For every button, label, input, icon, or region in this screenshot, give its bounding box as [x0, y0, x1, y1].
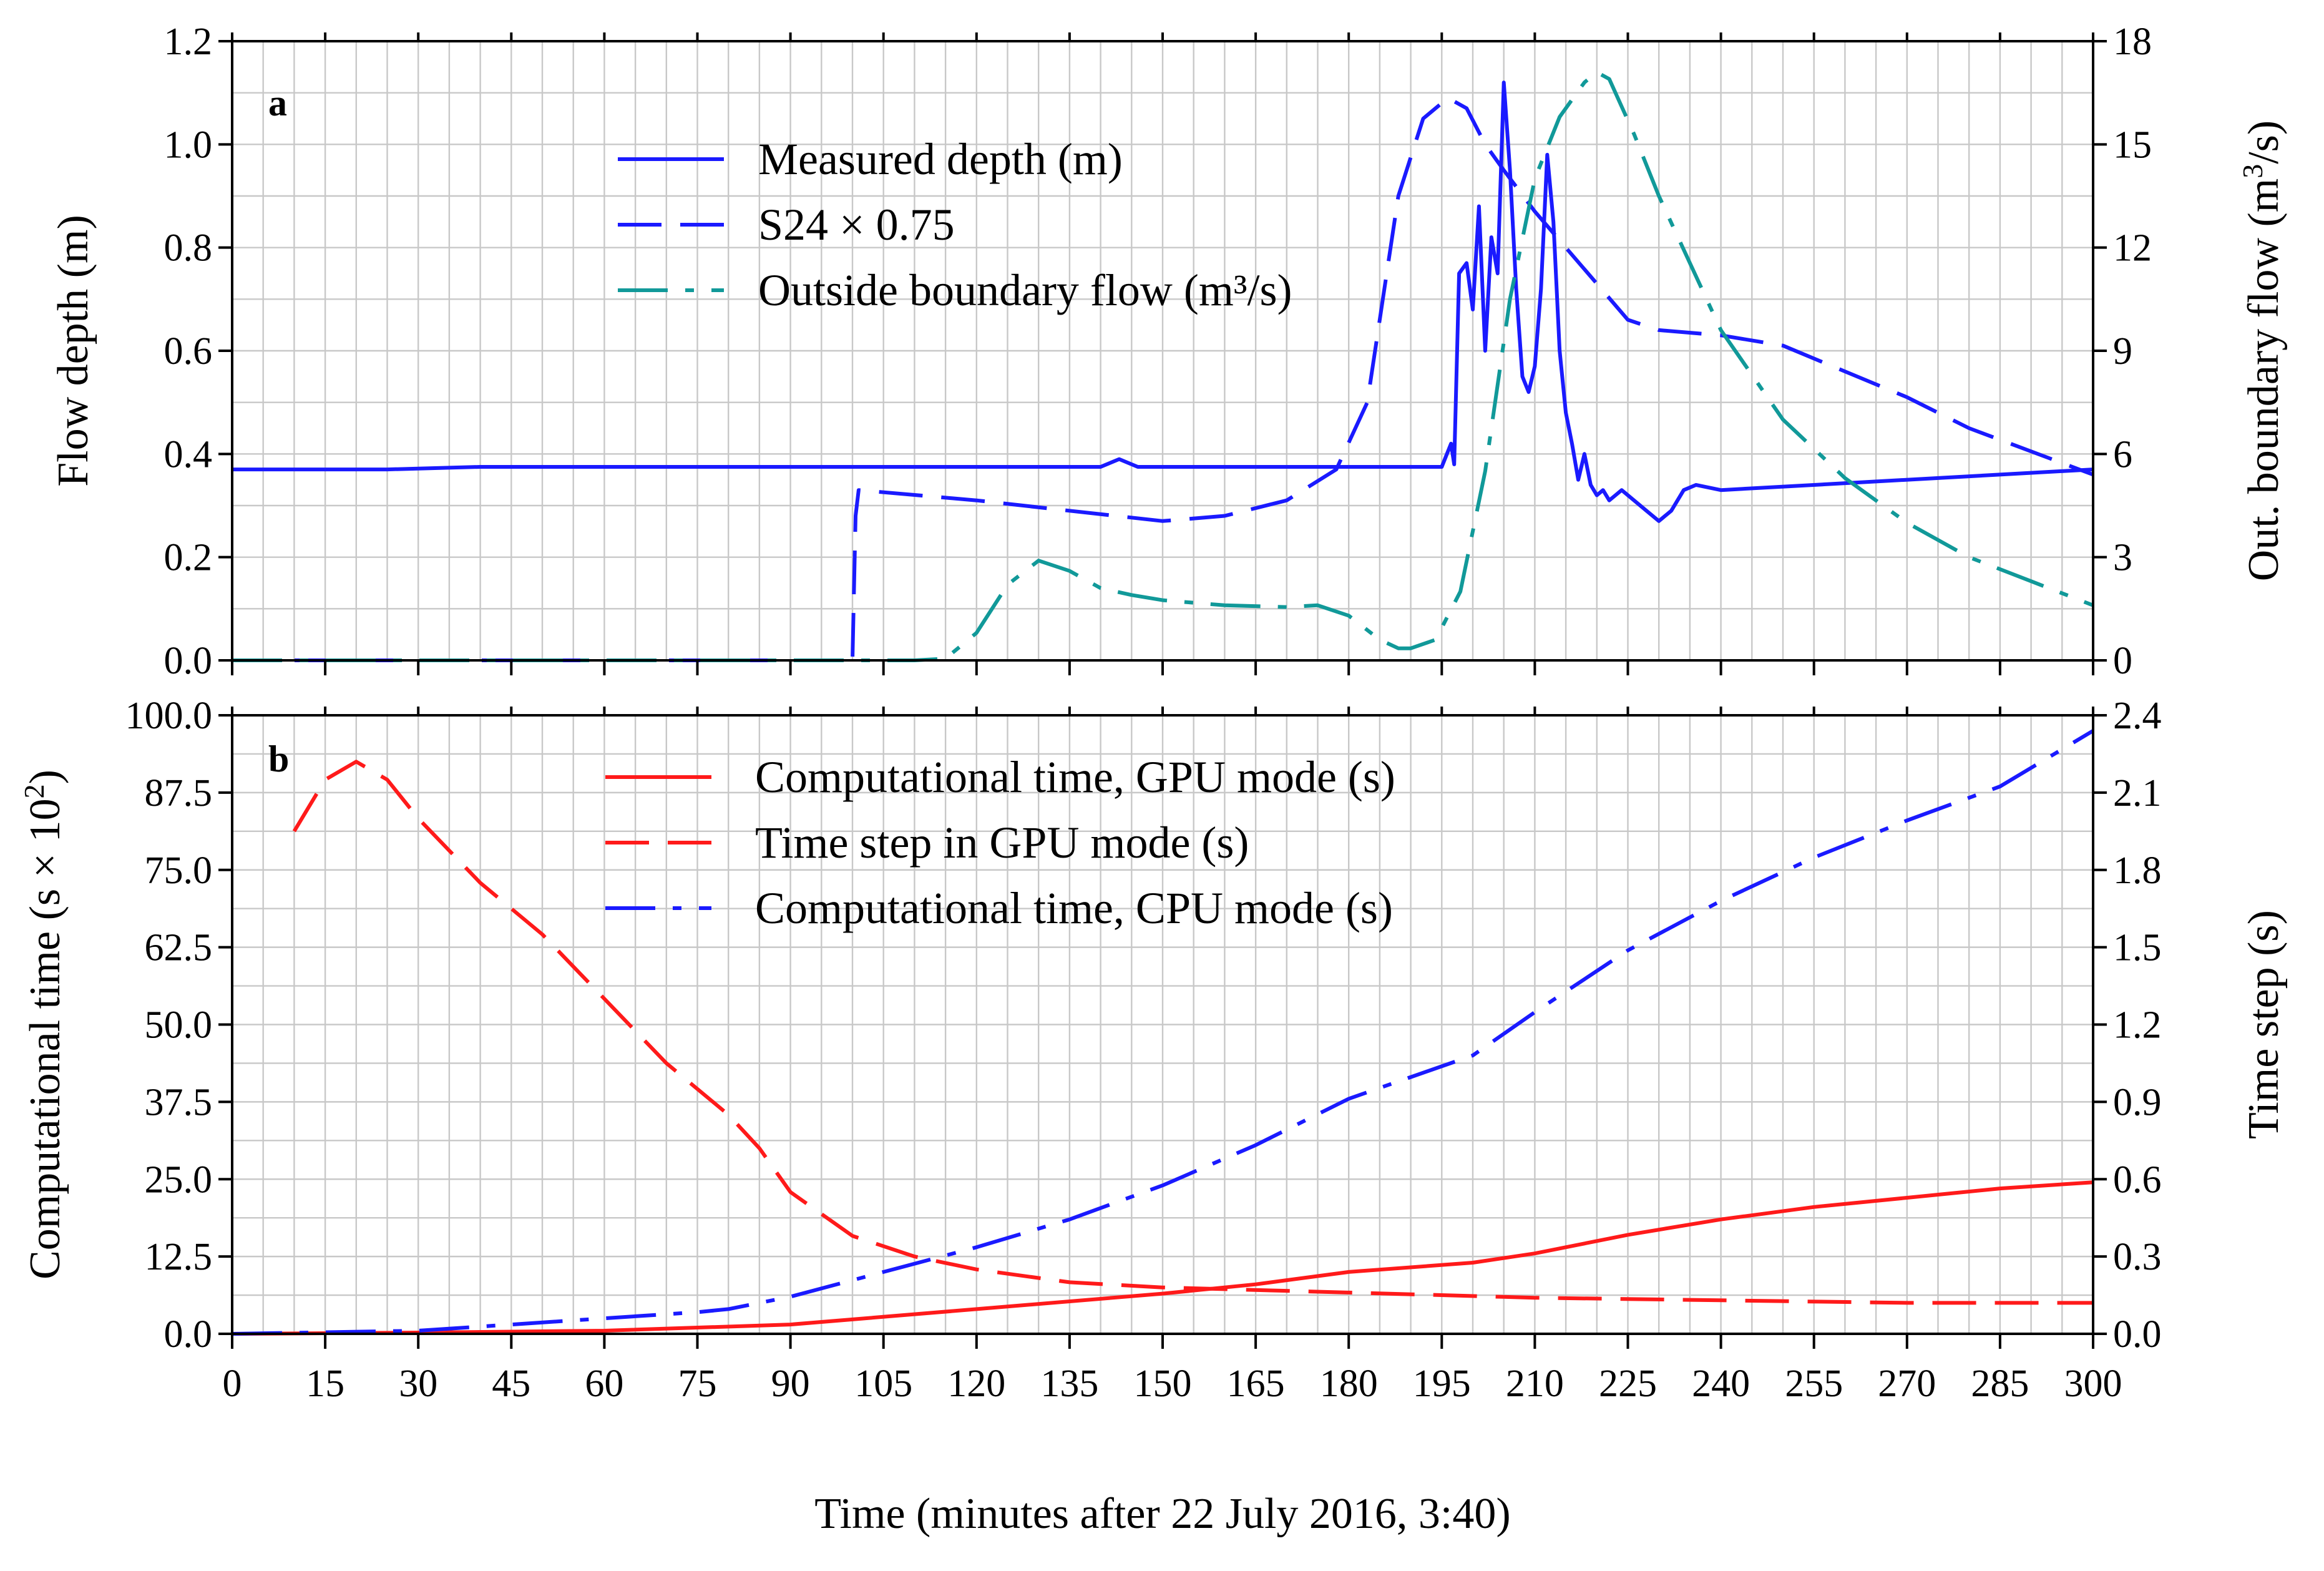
x-tick-label: 210: [1506, 1363, 1564, 1405]
x-tick-label: 150: [1134, 1363, 1192, 1405]
y-right-tick-label: 0.9: [2113, 1081, 2162, 1123]
y-left-tick-label: 25.0: [145, 1158, 213, 1201]
y-left-tick-label: 0.0: [164, 1313, 213, 1356]
x-tick-label: 60: [585, 1363, 623, 1405]
legend-label-a-1: Measured depth (m): [758, 134, 1123, 184]
y-right-tick-label: 1.5: [2113, 927, 2162, 969]
x-tick-label: 165: [1227, 1363, 1285, 1405]
panel-a-series: [232, 70, 2094, 662]
y-left-tick-label: 100.0: [125, 695, 213, 737]
panel-label-b: b: [268, 738, 289, 780]
series-a-1: [232, 81, 2094, 523]
y-left-tick-label: 0.2: [164, 537, 213, 579]
panel-b-right-axis-label: Time step (s): [2240, 910, 2288, 1139]
y-right-tick-label: 6: [2113, 433, 2132, 476]
panel-label-a: a: [268, 82, 287, 124]
x-tick-label: 285: [1971, 1363, 2029, 1405]
x-tick-label: 30: [399, 1363, 437, 1405]
y-left-tick-label: 50.0: [145, 1004, 213, 1047]
x-tick-label: 0: [223, 1363, 242, 1405]
legend-label-b-2: Time step in GPU mode (s): [755, 818, 1249, 868]
x-tick-label: 255: [1785, 1363, 1843, 1405]
legend-label-a-3: Outside boundary flow (m³/s): [758, 265, 1292, 315]
panel-b-legend: Computational time, GPU mode (s) Time ste…: [605, 752, 1395, 933]
y-right-tick-label: 0: [2113, 640, 2132, 682]
y-left-tick-label: 62.5: [145, 927, 213, 969]
panel-b-left-axis-label: Computational time (s × 102): [18, 770, 70, 1280]
x-tick-label: 180: [1320, 1363, 1378, 1405]
x-tick-label: 225: [1599, 1363, 1657, 1405]
x-tick-label: 75: [678, 1363, 717, 1405]
y-left-tick-label: 37.5: [145, 1081, 213, 1123]
panel-a-left-axis-label: Flow depth (m): [49, 215, 97, 487]
series-b-1: [232, 1180, 2094, 1336]
legend-label-b-3: Computational time, CPU mode (s): [755, 883, 1393, 933]
x-tick-label: 300: [2064, 1363, 2122, 1405]
y-left-tick-label: 1.0: [164, 124, 213, 166]
panel-a-grid: [232, 41, 2093, 660]
x-tick-label: 270: [1878, 1363, 1936, 1405]
legend-label-b-1: Computational time, GPU mode (s): [755, 752, 1395, 802]
y-right-tick-label: 2.4: [2113, 695, 2162, 737]
panel-a-legend: Measured depth (m) S24 × 0.75 Outside boun…: [618, 134, 1292, 315]
y-left-tick-label: 0.0: [164, 640, 213, 682]
y-left-tick-label: 1.2: [164, 21, 213, 63]
series-b-3: [232, 729, 2094, 1336]
x-tick-label: 15: [306, 1363, 344, 1405]
legend-label-a-2: S24 × 0.75: [758, 200, 955, 250]
y-left-tick-label: 87.5: [145, 772, 213, 815]
x-tick-label: 90: [771, 1363, 810, 1405]
y-right-tick-label: 0.0: [2113, 1313, 2162, 1356]
y-right-tick-label: 2.1: [2113, 772, 2162, 815]
x-axis-label: Time (minutes after 22 July 2016, 3:40): [814, 1490, 1510, 1538]
y-right-tick-label: 18: [2113, 21, 2152, 63]
series-a-3: [232, 70, 2094, 662]
panel-b-grid: [232, 715, 2093, 1334]
x-tick-label: 195: [1413, 1363, 1471, 1405]
x-tick-label: 105: [854, 1363, 912, 1405]
y-right-tick-label: 0.3: [2113, 1236, 2162, 1278]
y-right-tick-label: 12: [2113, 227, 2152, 270]
series-a-2: [232, 95, 2094, 662]
x-tick-label: 120: [947, 1363, 1005, 1405]
x-tick-label: 240: [1692, 1363, 1750, 1405]
y-left-tick-label: 0.8: [164, 227, 213, 270]
y-left-tick-label: 0.6: [164, 330, 213, 373]
y-right-tick-label: 3: [2113, 537, 2132, 579]
y-right-tick-label: 0.6: [2113, 1158, 2162, 1201]
y-right-tick-label: 1.8: [2113, 849, 2162, 892]
y-left-tick-label: 0.4: [164, 433, 213, 476]
y-left-tick-label: 75.0: [145, 849, 213, 892]
y-right-tick-label: 9: [2113, 330, 2132, 373]
panel-a-right-axis-label: Out. boundary flow (m3/s): [2237, 120, 2288, 581]
y-right-tick-label: 1.2: [2113, 1004, 2162, 1047]
y-right-tick-label: 15: [2113, 124, 2152, 166]
series-b-2: [292, 760, 2093, 1305]
panel-b-series: [232, 729, 2094, 1336]
x-tick-label: 135: [1040, 1363, 1098, 1405]
y-left-tick-label: 12.5: [145, 1236, 213, 1278]
x-tick-label: 45: [492, 1363, 530, 1405]
